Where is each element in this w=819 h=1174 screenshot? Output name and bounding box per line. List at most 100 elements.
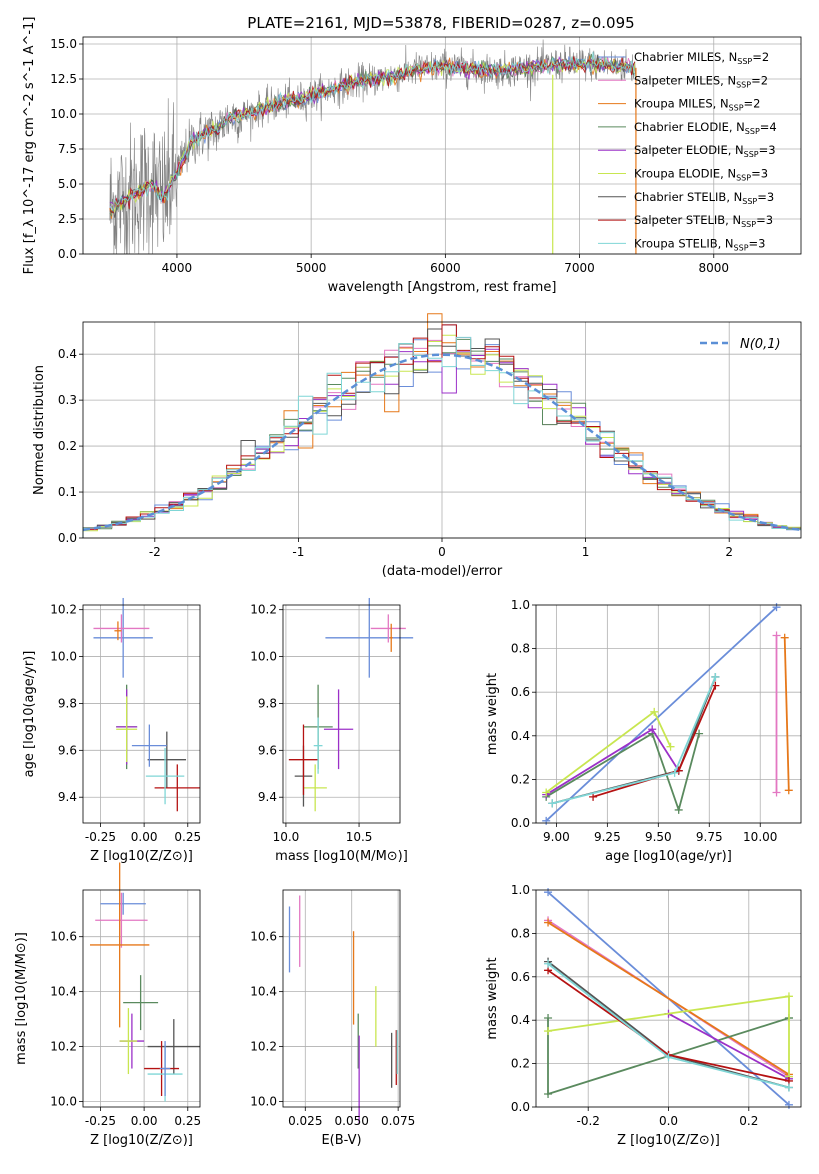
- x-axis-label: wavelength [Angstrom, rest frame]: [328, 280, 557, 295]
- frame-age-vs-Z: -0.25 0.00 0.25 9.4 9.6 9.8 10.0 10.2 Z [log10(Z…: [22, 603, 201, 864]
- x-tick-label: 4000: [162, 261, 193, 275]
- legend-value: =3: [757, 190, 774, 204]
- y-tick-label: 9.6: [258, 743, 277, 757]
- y-tick-label: 2.5: [58, 212, 77, 226]
- plot-area-massweight-vs-age: [542, 603, 793, 825]
- x-tick-label: 0.00: [131, 830, 158, 844]
- series-point: [772, 603, 781, 612]
- x-tick-label: -0.2: [576, 1114, 599, 1128]
- series-line: [545, 732, 700, 813]
- legend-value: =3: [759, 143, 776, 157]
- spectrum-data-line: [109, 39, 636, 255]
- legend-value: =4: [760, 120, 777, 134]
- legend-value: =2: [751, 73, 768, 87]
- plot-area-massweight-vs-Z: [544, 888, 793, 1109]
- y-tick-label: 1.0: [511, 883, 530, 897]
- y-tick-label: 0.4: [511, 1013, 530, 1027]
- x-tick-label: 8000: [698, 261, 729, 275]
- histogram-series: [82, 336, 801, 538]
- axes-age-vs-Z: [83, 597, 200, 823]
- frame-mass-vs-Z: -0.25 0.00 0.25 10.0 10.2 10.4 10.6 Z [log10(Z/…: [14, 889, 201, 1148]
- y-tick-label: 10.0: [250, 1095, 277, 1109]
- y-tick-label: 15.0: [50, 37, 77, 51]
- x-tick-label: -0.25: [85, 1114, 116, 1128]
- y-axis-label: age [log10(age/yr)]: [22, 651, 37, 778]
- x-tick-label: 9.25: [594, 830, 621, 844]
- series-line: [547, 921, 790, 1076]
- x-tick-label: -1: [292, 545, 304, 559]
- axes-massweight-vs-Z: [536, 888, 801, 1109]
- frame-residuals: -2 -1 0 1 2 0.0 0.1 0.2 0.3 0.4 (data-model)/error…: [32, 321, 802, 579]
- y-tick-label: 0.3: [58, 393, 77, 407]
- spectrum-model-line: [109, 51, 636, 213]
- legend-sub: SSP: [736, 80, 751, 89]
- series-point: [784, 1083, 793, 1092]
- x-axis-label: Z [log10(Z/Z⊙)]: [90, 849, 193, 864]
- y-tick-label: 10.2: [50, 1040, 77, 1054]
- y-tick-label: 0.0: [58, 247, 77, 261]
- x-tick-label: 9.00: [543, 830, 570, 844]
- x-tick-label: -0.25: [85, 830, 116, 844]
- y-tick-label: 0.6: [511, 970, 530, 984]
- series-point: [784, 1100, 793, 1109]
- x-tick-label: 0.0: [659, 1114, 678, 1128]
- series-point: [670, 768, 679, 777]
- x-tick-label: 0.025: [288, 1114, 322, 1128]
- x-axis-label: Z [log10(Z/Z⊙)]: [90, 1133, 193, 1148]
- y-tick-label: 9.8: [258, 696, 277, 710]
- x-axis-label: mass [log10(M/M⊙)]: [275, 849, 408, 864]
- series-point: [542, 788, 551, 797]
- series-point: [666, 742, 675, 751]
- legend-label: Kroupa MILES, NSSP=2: [634, 97, 760, 113]
- x-tick-label: 5000: [296, 261, 327, 275]
- legend-value: =3: [751, 167, 768, 181]
- x-tick-label: 6000: [430, 261, 461, 275]
- y-tick-label: 7.5: [58, 142, 77, 156]
- axes-residuals: [82, 313, 802, 539]
- y-tick-label: 0.1: [58, 485, 77, 499]
- frame-spectrum: 4000 5000 6000 7000 8000 0.0 2.5 5.0 7.5 10.0 12.5…: [22, 17, 802, 295]
- x-tick-label: 2: [725, 545, 733, 559]
- x-axis-label: age [log10(age/yr)]: [605, 849, 732, 864]
- legend-sub: SSP: [742, 197, 757, 206]
- legend-label: Kroupa ELODIE, NSSP=3: [634, 167, 768, 183]
- x-tick-label: 9.50: [645, 830, 672, 844]
- series-line: [668, 1012, 790, 1080]
- y-tick-label: 10.2: [250, 603, 277, 617]
- series-point: [695, 729, 704, 738]
- y-axis-label: mass weight: [485, 957, 500, 1039]
- x-tick-label: 0.050: [335, 1114, 369, 1128]
- series-point: [542, 816, 551, 825]
- y-tick-label: 12.5: [50, 72, 77, 86]
- legend-value: =2: [744, 97, 761, 111]
- x-axis-label: (data-model)/error: [382, 564, 503, 579]
- series-point: [780, 633, 789, 642]
- series-point: [772, 631, 781, 640]
- y-tick-label: 10.6: [250, 930, 277, 944]
- legend-label: Salpeter ELODIE, NSSP=3: [634, 143, 776, 159]
- y-tick-label: 1.0: [511, 598, 530, 612]
- y-tick-label: 10.2: [250, 1040, 277, 1054]
- x-axis-label: E(B-V): [321, 1133, 361, 1148]
- y-tick-label: 10.2: [50, 603, 77, 617]
- y-tick-label: 9.8: [58, 696, 77, 710]
- axes-age-vs-mass: [283, 597, 414, 823]
- y-tick-label: 5.0: [58, 177, 77, 191]
- y-tick-label: 0.0: [511, 816, 530, 830]
- x-tick-label: 9.75: [696, 830, 723, 844]
- y-tick-label: 9.4: [258, 790, 277, 804]
- y-tick-label: 0.0: [58, 531, 77, 545]
- series-point: [784, 992, 793, 1001]
- x-tick-label: 1: [582, 545, 590, 559]
- x-tick-label: 0.00: [131, 1114, 158, 1128]
- x-tick-label: 0.075: [381, 1114, 415, 1128]
- y-tick-label: 0.2: [511, 772, 530, 786]
- normal-curve: [82, 353, 802, 532]
- plot-area-spectrum: [109, 39, 637, 255]
- x-tick-label: 10.00: [743, 830, 777, 844]
- y-tick-label: 0.0: [511, 1100, 530, 1114]
- legend-label: Chabrier ELODIE, NSSP=4: [634, 120, 777, 136]
- y-tick-label: 0.4: [511, 729, 530, 743]
- series-point: [544, 1027, 553, 1036]
